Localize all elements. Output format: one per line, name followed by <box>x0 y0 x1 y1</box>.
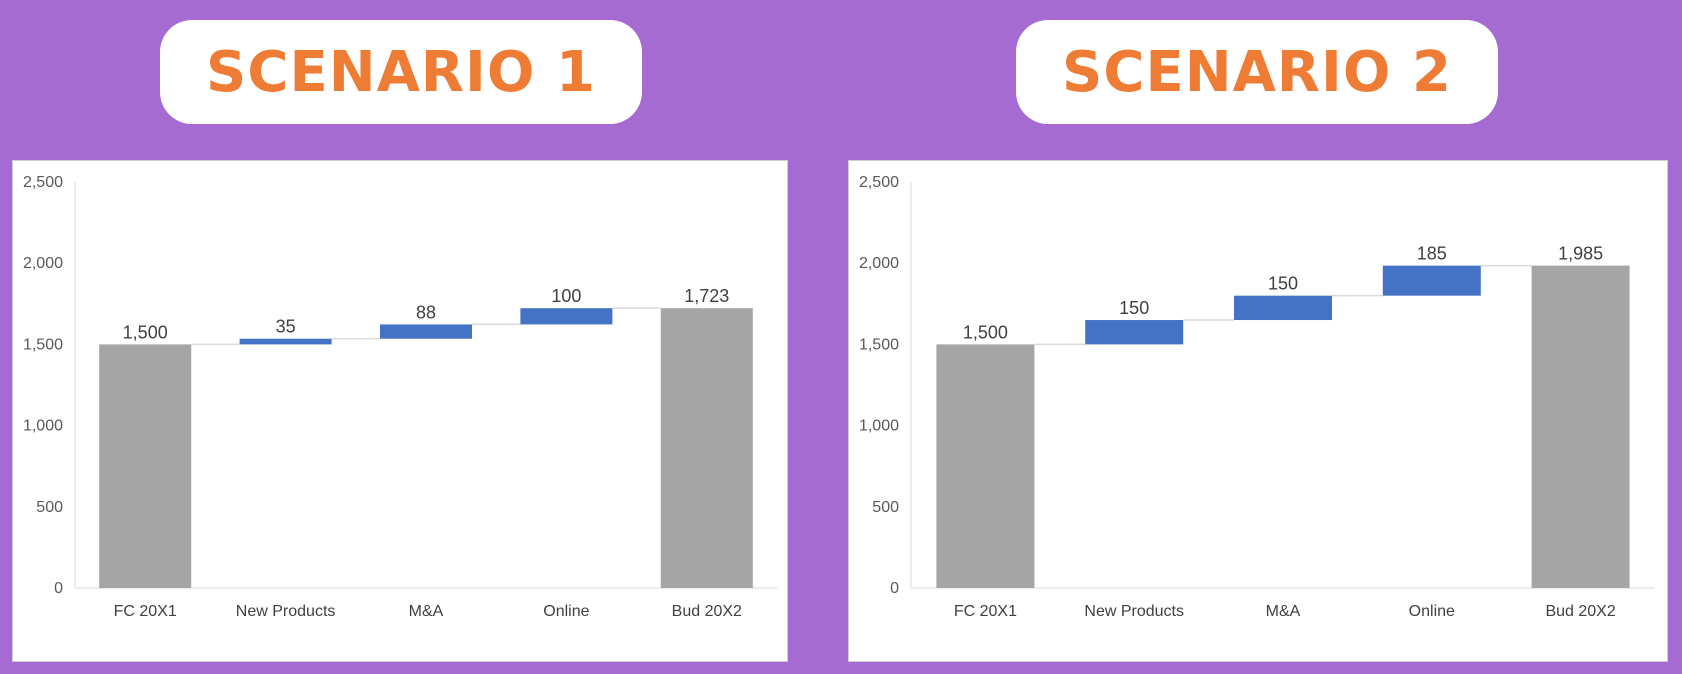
scenario-2-data-label: 185 <box>1417 244 1447 264</box>
scenario-1-title: SCENARIO 1 <box>160 20 642 124</box>
scenario-1-waterfall-svg: 0 500 1,000 1,500 2,000 2,500 1,500 FC 20X1 35 Ne… <box>23 174 777 620</box>
scenario-1-data-label: 35 <box>276 317 296 337</box>
scenario-1-category-label: M&A <box>409 603 444 620</box>
scenario-2-data-label: 1,500 <box>963 322 1008 342</box>
scenario-2-bar-online <box>1382 265 1481 296</box>
scenario-1-category-label: FC 20X1 <box>114 603 177 620</box>
scenario-1-bar-m-a <box>380 324 472 339</box>
scenario-2-category-label: Bud 20X2 <box>1545 603 1615 620</box>
scenario-2-data-label: 1,985 <box>1558 244 1603 264</box>
scenario-2-data-label: 150 <box>1268 274 1298 294</box>
scenario-1-y-tick-label: 1,000 <box>23 418 63 435</box>
scenario-2-category-label: M&A <box>1266 603 1301 620</box>
scenario-2-y-tick-label: 2,000 <box>859 255 899 272</box>
scenario-1-category-label: Online <box>543 603 589 620</box>
scenario-1-data-label: 1,500 <box>123 322 168 342</box>
scenario-2-y-tick-label: 1,000 <box>859 418 899 435</box>
scenario-2-bar-m-a <box>1234 295 1332 321</box>
scenario-2-category-label: Online <box>1409 603 1455 620</box>
scenario-1-bar-online <box>520 308 613 325</box>
scenario-2-category-label: New Products <box>1084 603 1184 620</box>
scenario-2-data-label: 150 <box>1119 298 1149 318</box>
scenario-1-title-text: SCENARIO 1 <box>206 39 596 105</box>
scenario-1-data-label: 88 <box>416 302 436 322</box>
scenario-1-bar-new-products <box>239 338 332 345</box>
scenario-2-title-text: SCENARIO 2 <box>1062 39 1452 105</box>
scenario-1-y-tick-label: 1,500 <box>23 336 63 353</box>
scenario-2-waterfall-svg: 0 500 1,000 1,500 2,000 2,500 1,500 FC 20X1 150 N… <box>859 174 1655 620</box>
scenario-2-y-tick-label: 2,500 <box>859 174 899 191</box>
scenario-1-y-tick-label: 2,000 <box>23 255 63 272</box>
scenario-1-bar-bud-20x2 <box>660 308 753 588</box>
scenario-2-y-tick-label: 0 <box>890 580 899 597</box>
scenario-2-title: SCENARIO 2 <box>1016 20 1498 124</box>
scenario-2-y-tick-label: 500 <box>872 499 899 516</box>
scenario-2-bar-new-products <box>1085 320 1184 345</box>
scenario-1-chart: 0 500 1,000 1,500 2,000 2,500 1,500 FC 20X1 35 Ne… <box>12 160 788 662</box>
scenario-1-y-tick-label: 0 <box>54 580 63 597</box>
scenario-2-bar-bud-20x2 <box>1531 265 1630 588</box>
scenario-1-data-label: 100 <box>551 286 581 306</box>
scenario-2-y-tick-label: 1,500 <box>859 336 899 353</box>
scenario-1-category-label: Bud 20X2 <box>672 603 742 620</box>
scenario-1-y-tick-label: 500 <box>36 499 63 516</box>
scenario-2-category-label: FC 20X1 <box>954 603 1017 620</box>
scenario-1-data-label: 1,723 <box>684 286 729 306</box>
scenario-1-category-label: New Products <box>236 603 336 620</box>
scenario-1-y-tick-label: 2,500 <box>23 174 63 191</box>
scenario-2-chart: 0 500 1,000 1,500 2,000 2,500 1,500 FC 20X1 150 N… <box>848 160 1668 662</box>
scenario-1-bar-fc-20x1 <box>99 344 192 588</box>
scenario-2-bar-fc-20x1 <box>936 344 1035 588</box>
